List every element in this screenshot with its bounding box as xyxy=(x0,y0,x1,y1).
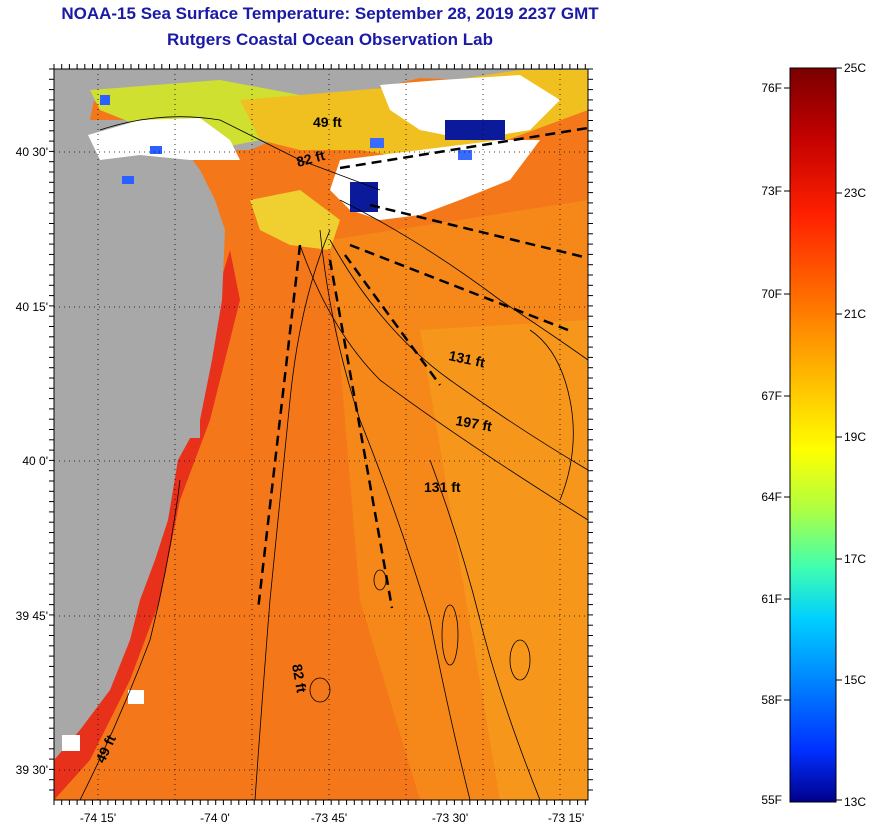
colorbar-label-c: 21C xyxy=(844,307,866,321)
colorbar-label-c: 19C xyxy=(844,430,866,444)
cool-pixel xyxy=(122,176,134,184)
land-area xyxy=(54,69,225,760)
cloud-mask-west xyxy=(88,118,240,160)
map-panel xyxy=(54,69,588,800)
colorbar-label-f: 70F xyxy=(761,287,782,301)
colorbar-label-f: 61F xyxy=(761,592,782,606)
colorbar-label-f: 67F xyxy=(761,389,782,403)
coastal-green-patch xyxy=(90,80,300,150)
cloud-mask-north xyxy=(380,75,560,140)
cool-pixel xyxy=(150,146,162,154)
colorbar-label-f: 76F xyxy=(761,81,782,95)
depth-label: 49 ft xyxy=(313,114,342,130)
depth-label: 131 ft xyxy=(424,479,461,495)
offshore-cool-band xyxy=(420,320,588,800)
depth-label: 131 ft xyxy=(447,347,486,370)
cool-pixel xyxy=(370,138,384,148)
depth-label: 82 ft xyxy=(289,663,310,694)
longitude-label: -73 45' xyxy=(311,811,347,825)
cloud-mask-center xyxy=(330,140,540,220)
longitude-label: -73 30' xyxy=(432,811,468,825)
cloud-pixel xyxy=(175,420,200,438)
map-frame xyxy=(53,68,589,801)
latitude-label: 40 15' xyxy=(16,300,48,314)
cloud-pixel xyxy=(62,735,80,751)
latitude-label: 39 30' xyxy=(16,763,48,777)
colorbar-label-f: 64F xyxy=(761,490,782,504)
depth-label: 82 ft xyxy=(295,147,327,170)
map-subtitle: Rutgers Coastal Ocean Observation Lab xyxy=(167,30,493,49)
bathymetry-contours xyxy=(79,116,588,800)
map-grid xyxy=(54,69,588,800)
longitude-label: -74 0' xyxy=(200,811,230,825)
cool-pixel xyxy=(100,95,110,105)
longitude-label: -73 15' xyxy=(548,811,584,825)
cloud-pixel xyxy=(128,690,144,704)
latitude-label: 40 0' xyxy=(22,454,48,468)
colorbar-label-f: 55F xyxy=(761,793,782,807)
colorbar-label-c: 13C xyxy=(844,795,866,809)
colorbar-label-c: 25C xyxy=(844,61,866,75)
longitude-label: -74 15' xyxy=(80,811,116,825)
cool-pixel xyxy=(458,150,472,160)
map-tick-marks xyxy=(49,64,593,805)
latitude-label: 40 30' xyxy=(16,145,48,159)
colorbar-label-f: 73F xyxy=(761,184,782,198)
colorbar-label-c: 15C xyxy=(844,673,866,687)
colorbar-label-f: 58F xyxy=(761,693,782,707)
depth-label: 197 ft xyxy=(454,412,493,434)
colorbar-ticks xyxy=(784,67,842,801)
latitude-label: 39 45' xyxy=(16,609,48,623)
temperature-colorbar xyxy=(789,67,837,803)
cold-pixel-cluster-north xyxy=(445,120,505,140)
colorbar-label-c: 17C xyxy=(844,552,866,566)
shipping-lanes xyxy=(256,126,588,611)
colorbar-label-c: 23C xyxy=(844,186,866,200)
map-title: NOAA-15 Sea Surface Temperature: Septemb… xyxy=(61,4,599,23)
harbor-yellow-patch xyxy=(250,190,340,250)
